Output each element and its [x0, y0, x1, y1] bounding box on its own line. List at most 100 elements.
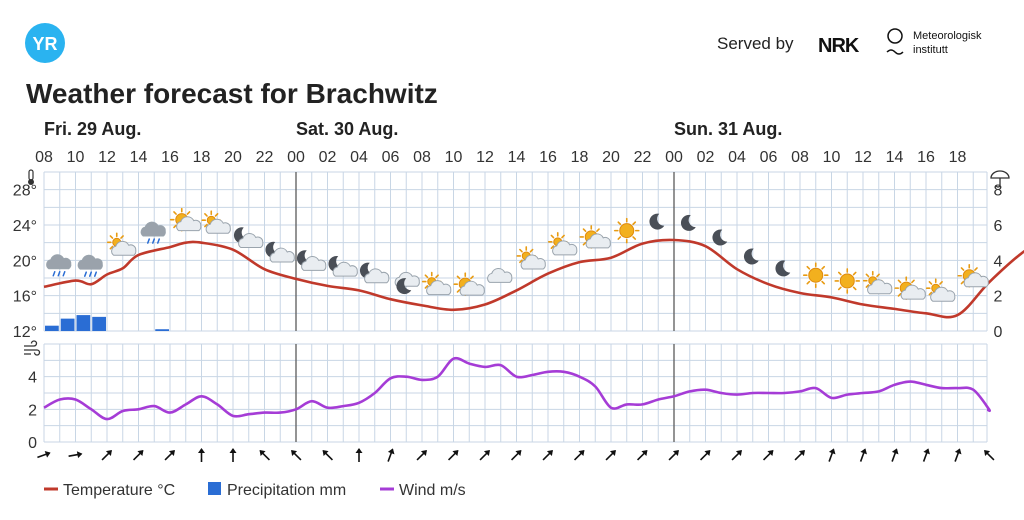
- day-label: Fri. 29 Aug.: [44, 119, 141, 139]
- hour-label: 16: [539, 149, 557, 166]
- wind-arrow-icon: [794, 450, 805, 461]
- wind-arrow-icon: [387, 448, 395, 462]
- wind-tick-label: 2: [28, 402, 37, 419]
- precipitation-tick-label: 8: [994, 183, 1003, 200]
- temperature-tick-label: 28°: [13, 183, 37, 200]
- hour-label: 12: [854, 149, 872, 166]
- temperature-tick-label: 12°: [13, 324, 37, 341]
- wind-tick-label: 4: [28, 370, 37, 387]
- precipitation-tick-label: 0: [994, 324, 1003, 341]
- yr-logo-circle: [25, 23, 65, 63]
- yr-logo[interactable]: YR: [25, 23, 65, 63]
- hour-labels: 08 10 12 14 16 18 20 22 00 02 04 06 08 10 12 14 16 18 20 22…: [35, 149, 966, 166]
- umbrella-icon: [990, 170, 1010, 188]
- wind-line: [43, 356, 991, 421]
- wind-arrow-icon: [291, 450, 302, 461]
- wind-arrow-icon: [542, 450, 553, 461]
- hour-label: 02: [697, 149, 715, 166]
- day-label: Sat. 30 Aug.: [296, 119, 398, 139]
- precipitation-bars: [45, 315, 169, 331]
- rain-cloud-icon: [140, 221, 166, 244]
- moon-icon: [649, 213, 665, 230]
- hour-label: 00: [665, 149, 683, 166]
- hour-label: 14: [130, 149, 148, 166]
- sun-icon: [834, 268, 861, 294]
- thermometer-icon: [28, 169, 34, 185]
- moon-cloud-icon: [394, 271, 420, 295]
- moon-icon: [680, 214, 696, 231]
- wind-arrow-icon: [101, 450, 112, 461]
- hour-label: 16: [161, 149, 179, 166]
- wind-arrow-icon: [510, 450, 522, 461]
- hour-label: 18: [571, 149, 589, 166]
- temperature-series: [43, 238, 1024, 319]
- wind-arrow-icon: [132, 450, 144, 461]
- day-labels: Fri. 29 Aug. Sat. 30 Aug. Sun. 31 Aug.: [44, 119, 782, 139]
- nrk-logo[interactable]: NRK: [818, 35, 861, 57]
- hour-label: 04: [350, 149, 368, 166]
- hour-label: 20: [602, 149, 620, 166]
- wind-arrows: [37, 448, 995, 462]
- moon-icon: [743, 248, 759, 265]
- cloud-night-icon: [265, 241, 295, 263]
- wind-arrow-icon: [668, 450, 679, 461]
- hour-label: 04: [728, 149, 746, 166]
- yr-logo-text: YR: [32, 34, 57, 54]
- legend: Temperature °C Precipitation mm Wind m/s: [44, 482, 466, 499]
- partly-cloudy-icon: [201, 210, 231, 234]
- wind-arrow-icon: [68, 451, 83, 459]
- hour-label: 08: [35, 149, 53, 166]
- hour-label: 10: [823, 149, 841, 166]
- wind-arrow-icon: [37, 451, 51, 459]
- partly-cloudy-icon: [106, 232, 137, 256]
- wind-arrow-icon: [699, 450, 711, 461]
- hour-label: 06: [760, 149, 778, 166]
- wind-icon: [24, 340, 41, 356]
- precipitation-tick-label: 6: [994, 218, 1003, 235]
- cloud-night-icon: [233, 227, 264, 248]
- cloud-night-icon: [296, 250, 327, 271]
- partly-cloudy-icon: [421, 271, 452, 296]
- wind-arrow-icon: [762, 450, 774, 461]
- nrk-logo-text: NRK: [818, 35, 860, 57]
- wind-arrow-icon: [954, 448, 962, 462]
- wind-arrow-icon: [259, 450, 271, 461]
- partly-cloudy-icon: [547, 232, 578, 256]
- chart-grid: [43, 171, 988, 443]
- legend-precipitation-swatch: [208, 482, 221, 495]
- sun-icon: [802, 262, 829, 289]
- legend-precipitation-label: Precipitation mm: [227, 482, 346, 499]
- sun-icon: [613, 217, 640, 244]
- hour-label: 06: [382, 149, 400, 166]
- precipitation-bar: [92, 316, 106, 331]
- wind-tick-label: 0: [28, 435, 37, 452]
- hour-label: 18: [193, 149, 211, 166]
- wind-arrow-icon: [828, 448, 836, 462]
- temperature-tick-label: 20°: [13, 253, 37, 270]
- wind-arrow-icon: [479, 450, 490, 461]
- wind-arrow-icon: [922, 448, 930, 462]
- hour-label: 00: [287, 149, 305, 166]
- hour-label: 08: [413, 149, 431, 166]
- partly-cloudy-icon: [516, 246, 546, 270]
- hour-label: 14: [508, 149, 526, 166]
- weather-icons: [46, 207, 989, 302]
- wind-arrow-icon: [891, 448, 899, 462]
- hour-label: 22: [634, 149, 652, 166]
- page-title: Weather forecast for Brachwitz: [26, 78, 438, 109]
- wind-arrow-icon: [198, 448, 205, 462]
- precipitation-bar: [60, 318, 75, 331]
- wind-arrow-icon: [636, 450, 648, 461]
- hour-label: 12: [476, 149, 494, 166]
- cloud-night-icon: [359, 262, 390, 284]
- hour-label: 16: [917, 149, 935, 166]
- partly-sunny-icon: [894, 276, 926, 300]
- wind-arrow-icon: [573, 450, 585, 461]
- hour-label: 08: [791, 149, 809, 166]
- wind-arrow-icon: [355, 448, 363, 462]
- hour-label: 14: [886, 149, 904, 166]
- met-logo-wave-icon: [886, 49, 904, 55]
- met-logo[interactable]: Meteorologisk institutt: [886, 28, 982, 56]
- hour-label: 02: [319, 149, 337, 166]
